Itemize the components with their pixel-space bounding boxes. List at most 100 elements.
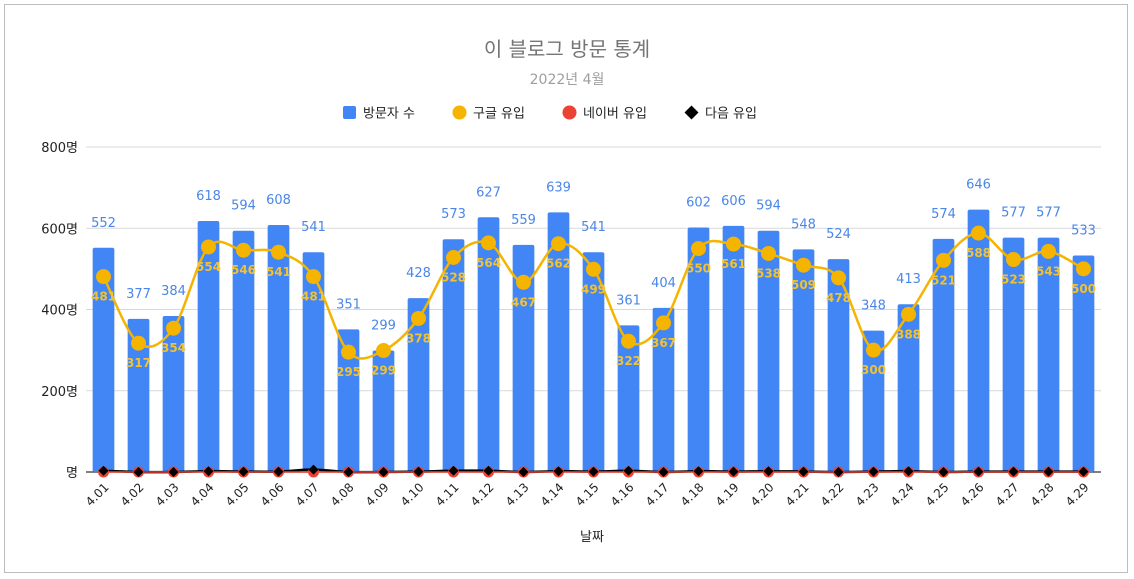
- bar-value-label: 602: [686, 195, 711, 210]
- bar-value-label: 594: [231, 199, 256, 214]
- x-tick-label: 4.10: [398, 480, 427, 509]
- bar-4.23: [862, 330, 885, 472]
- legend-item: 구글 유입: [452, 105, 525, 122]
- bar-4.03: [162, 316, 185, 472]
- google-value-label: 467: [511, 295, 536, 309]
- bar-4.18: [687, 227, 710, 472]
- bar-4.02: [127, 318, 150, 472]
- y-tick-label: 400명: [41, 304, 78, 319]
- daum-point: [763, 466, 774, 477]
- google-value-label: 543: [1036, 264, 1061, 278]
- bar-value-label: 428: [406, 266, 431, 281]
- bar-value-label: 618: [196, 189, 221, 204]
- chart-title: 이 블로그 방문 통계: [484, 37, 650, 61]
- google-point: [621, 333, 636, 349]
- google-point: [236, 242, 251, 258]
- google-point: [656, 315, 671, 331]
- daum-point: [133, 467, 144, 477]
- x-tick-label: 4.07: [293, 480, 322, 509]
- daum-point: [238, 466, 249, 477]
- daum-point: [343, 467, 354, 477]
- legend-marker-diamond: [684, 105, 699, 120]
- x-tick-label: 4.16: [608, 480, 637, 509]
- google-value-label: 300: [861, 363, 886, 377]
- google-point: [796, 257, 811, 273]
- bar-value-label: 361: [616, 293, 641, 308]
- google-value-label: 478: [826, 291, 851, 305]
- legend-marker-square: [343, 106, 356, 119]
- google-point: [761, 245, 776, 261]
- google-value-label: 295: [336, 365, 361, 379]
- legend-label: 방문자 수: [363, 107, 415, 122]
- bar-value-label: 646: [966, 178, 991, 193]
- bar-value-label: 639: [546, 180, 571, 195]
- google-point: [586, 261, 601, 277]
- bar-series: [92, 209, 1095, 472]
- daum-point: [98, 465, 109, 476]
- google-value-label: 523: [1001, 273, 1026, 287]
- bar-4.07: [302, 252, 325, 472]
- x-tick-label: 4.26: [958, 480, 987, 509]
- x-tick-label: 4.25: [923, 480, 952, 509]
- bar-value-label: 574: [931, 207, 956, 222]
- x-tick-label: 4.21: [783, 480, 812, 509]
- x-axis: 4.01 4.02 4.03 4.04 4.05 4.06 4.07 4.08 4.09 4.10…: [83, 480, 1092, 509]
- daum-point: [903, 466, 914, 477]
- bar-4.15: [582, 252, 605, 472]
- google-value-label: 538: [756, 266, 781, 280]
- bar-4.05: [232, 230, 255, 472]
- legend-label: 구글 유입: [473, 107, 525, 122]
- bar-4.06: [267, 225, 290, 472]
- daum-point: [203, 466, 214, 477]
- google-point: [481, 235, 496, 251]
- google-value-label: 499: [581, 282, 606, 296]
- bar-value-label: 548: [791, 217, 816, 232]
- google-point: [201, 239, 216, 255]
- bar-4.16: [617, 325, 640, 472]
- bar-4.21: [792, 249, 815, 472]
- daum-point: [623, 465, 634, 476]
- google-point: [901, 306, 916, 322]
- bar-value-label: 608: [266, 193, 291, 208]
- google-value-label: 388: [896, 327, 921, 341]
- line-series: [96, 225, 1091, 478]
- google-value-label: 378: [406, 331, 431, 345]
- google-point: [551, 236, 566, 252]
- bar-value-label: 627: [476, 185, 501, 200]
- google-point: [936, 252, 951, 268]
- legend-item: 방문자 수: [343, 106, 415, 122]
- bar-4.19: [722, 225, 745, 472]
- x-tick-label: 4.29: [1063, 480, 1092, 509]
- google-point: [446, 250, 461, 265]
- daum-point: [378, 467, 389, 477]
- google-value-label: 509: [791, 278, 816, 292]
- daum-point: [833, 467, 844, 477]
- bar-4.26: [967, 209, 990, 472]
- chart-subtitle: 2022년 4월: [530, 72, 605, 88]
- bar-value-label: 533: [1071, 223, 1096, 238]
- daum-point: [168, 467, 179, 477]
- daum-point: [1043, 466, 1054, 477]
- google-point: [411, 310, 426, 326]
- daum-point: [553, 466, 564, 477]
- daum-point: [308, 464, 319, 475]
- x-tick-label: 4.05: [223, 480, 252, 509]
- bar-4.29: [1072, 255, 1095, 472]
- google-point: [306, 269, 321, 285]
- x-axis-label: 날짜: [580, 530, 604, 545]
- bar-4.25: [932, 238, 955, 472]
- bar-4.13: [512, 244, 535, 472]
- bar-4.04: [197, 220, 220, 472]
- x-tick-label: 4.01: [83, 480, 112, 509]
- bar-value-label: 552: [91, 216, 116, 231]
- bar-value-label: 413: [896, 272, 921, 287]
- x-tick-label: 4.12: [468, 480, 497, 509]
- bar-value-label: 577: [1036, 206, 1061, 221]
- x-tick-label: 4.22: [818, 480, 847, 509]
- google-point: [831, 270, 846, 286]
- x-tick-label: 4.20: [748, 480, 777, 509]
- bar-4.10: [407, 298, 430, 472]
- bar-value-label: 299: [371, 319, 396, 334]
- legend-item: 다음 유입: [684, 105, 757, 122]
- bar-value-label: 524: [826, 227, 851, 242]
